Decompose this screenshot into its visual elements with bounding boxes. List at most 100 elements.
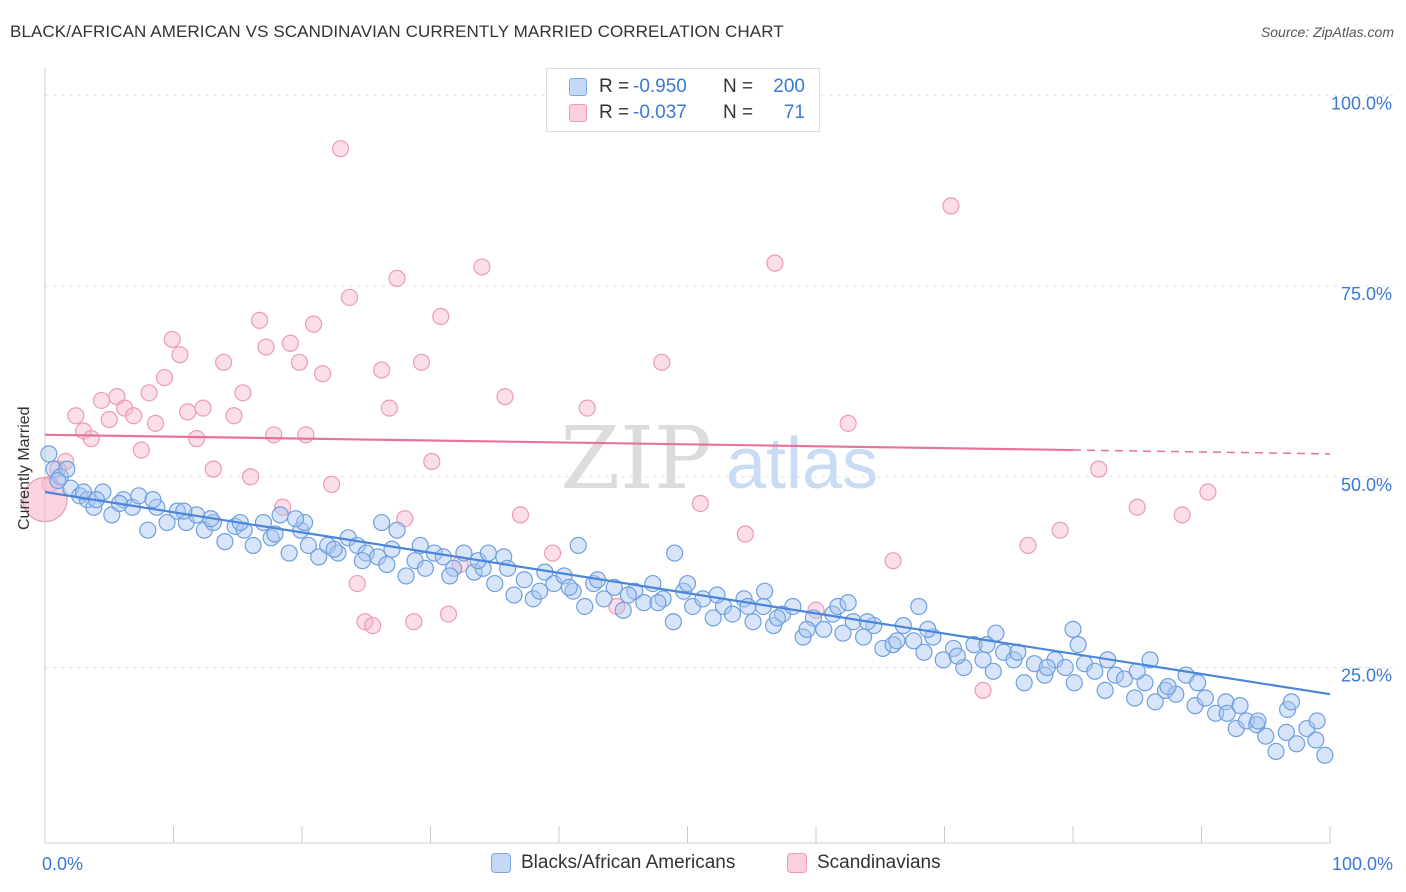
black-african-american-point [723,605,742,623]
black-african-american-point [49,471,67,490]
x-tick-label: 100.0% [1332,854,1393,874]
y-tick-label: 100.0% [1331,93,1392,113]
black-african-american-point [834,624,852,642]
black-african-american-point [910,597,928,616]
black-african-american-point [1096,681,1114,700]
scandinavian-point [67,407,85,425]
gridlines [45,94,1395,669]
legend-item-scandinavians[interactable]: Scandinavians [787,852,941,874]
black-african-american-point [605,578,623,596]
scandinavian-point [388,269,406,287]
scandinavian-point [234,384,252,402]
black-african-american-point [1196,689,1214,707]
black-african-american-point [1141,651,1159,669]
black-african-american-point [1189,674,1207,692]
black-african-american-point [1287,735,1306,753]
scandinavian-point [242,468,260,486]
black-african-american-point [175,502,193,520]
scandinavian-point [100,410,118,429]
trend-lines [44,433,1331,696]
black-african-american-point [839,594,857,612]
black-african-american-point [486,574,504,593]
watermark: ZIP atlas [560,409,878,509]
scandinavian-point [188,430,206,448]
scandinavian-point [155,368,174,387]
trend-line-scandinavians [44,433,1074,452]
black-african-american-point [755,582,774,600]
scandinavian-point [356,613,374,631]
scandinavian-point [290,353,309,371]
black-african-american-point [678,574,697,593]
scandinavian-point [942,197,960,215]
scandinavian-point [496,388,514,406]
scandinavian-point [225,407,243,425]
black-african-american-point [704,609,722,627]
black-african-american-point [666,544,684,562]
black-african-american-point [416,559,434,577]
black-african-american-point [280,544,298,562]
black-african-american-point [1308,712,1326,730]
scandinavian-point [543,544,562,562]
legend-r-value: -0.950 [633,76,687,97]
scandinavian-point [322,475,341,493]
legend-swatch-blacks [491,853,511,873]
legend-r-label: R = [599,102,630,123]
scandinavian-point [281,334,300,352]
black-african-american-point [515,571,533,589]
scandinavian-point [412,353,431,371]
black-african-american-point [934,651,952,669]
black-african-american-point [1218,704,1236,722]
scandinavian-point [313,365,332,383]
correlation-legend: R = -0.950 N = 200 R = -0.037 N = 71 [546,68,820,132]
black-african-american-point [987,624,1005,642]
scandinavian-point [171,346,189,364]
black-african-american-point [649,594,667,612]
scandinavian-point [82,430,100,448]
black-african-american-point [1106,666,1125,684]
black-african-american-point [216,533,234,551]
black-african-american-point [694,590,712,608]
y-tick-label: 50.0% [1341,475,1392,495]
black-african-american-point [664,613,682,631]
legend-r-value: -0.037 [633,102,687,123]
axes [44,68,1331,844]
scandinavian-point [578,399,596,417]
black-african-american-point [1065,674,1083,692]
scandinavian-point [380,399,398,417]
scandinavian-point [125,407,143,425]
black-african-american-point [1249,712,1267,730]
black-african-american-point [1267,742,1285,761]
scandinavian-point [1199,483,1217,501]
black-african-american-point [499,559,517,577]
x-tick-label: 0.0% [42,854,83,874]
black-african-american-point [560,578,578,596]
legend-swatch-blacks [569,78,587,96]
scandinavian-point [179,403,197,421]
scandinavian-point [348,574,366,593]
watermark-atlas: atlas [726,424,878,504]
black-african-american-point [310,548,328,566]
legend-n-label: N = [723,102,754,123]
legend-item-blacks[interactable]: Blacks/African Americans [491,852,735,874]
scandinavian-point [373,361,391,379]
scandinavian-point [423,452,441,471]
black-african-american-point [244,536,262,555]
scandinavian-point [1090,460,1108,478]
black-african-american-point [286,510,305,528]
black-african-american-point [388,521,406,539]
scandinavian-point [265,426,283,444]
black-african-american-point [905,632,923,650]
scandinavian-point [974,681,992,700]
source-label: Source: ZipAtlas.com [1260,24,1394,40]
black-african-american-point [158,513,176,532]
black-african-american-point [479,544,497,562]
y-axis-label: Currently Married [16,406,33,530]
black-african-american-point [784,597,802,616]
scandinavian-point [766,254,784,272]
scandinavian-point [364,616,382,635]
scandinavian-point [331,140,350,158]
tick-labels: 25.0% 50.0% 75.0% 100.0% 0.0% 100.0% [42,93,1393,874]
scandinavian-point [1019,536,1037,555]
black-african-american-point [58,460,76,478]
